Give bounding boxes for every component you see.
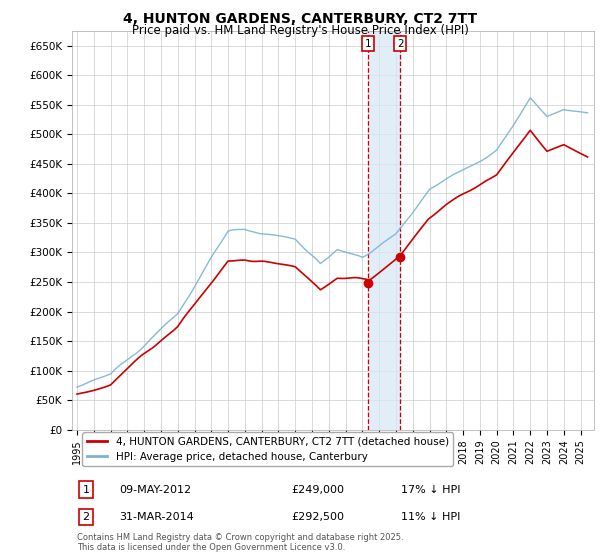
Text: £292,500: £292,500 [291, 512, 344, 522]
Text: Contains HM Land Registry data © Crown copyright and database right 2025.
This d: Contains HM Land Registry data © Crown c… [77, 533, 404, 552]
Text: 1: 1 [82, 484, 89, 494]
Text: 09-MAY-2012: 09-MAY-2012 [119, 484, 191, 494]
Text: 17% ↓ HPI: 17% ↓ HPI [401, 484, 460, 494]
Text: 1: 1 [365, 39, 372, 49]
Text: 4, HUNTON GARDENS, CANTERBURY, CT2 7TT: 4, HUNTON GARDENS, CANTERBURY, CT2 7TT [123, 12, 477, 26]
Text: 2: 2 [82, 512, 89, 522]
Text: 2: 2 [397, 39, 403, 49]
Legend: 4, HUNTON GARDENS, CANTERBURY, CT2 7TT (detached house), HPI: Average price, det: 4, HUNTON GARDENS, CANTERBURY, CT2 7TT (… [82, 432, 453, 466]
Bar [368, 31, 400, 430]
Text: £249,000: £249,000 [291, 484, 344, 494]
Text: 11% ↓ HPI: 11% ↓ HPI [401, 512, 460, 522]
Text: Price paid vs. HM Land Registry's House Price Index (HPI): Price paid vs. HM Land Registry's House … [131, 24, 469, 36]
Text: 31-MAR-2014: 31-MAR-2014 [119, 512, 194, 522]
